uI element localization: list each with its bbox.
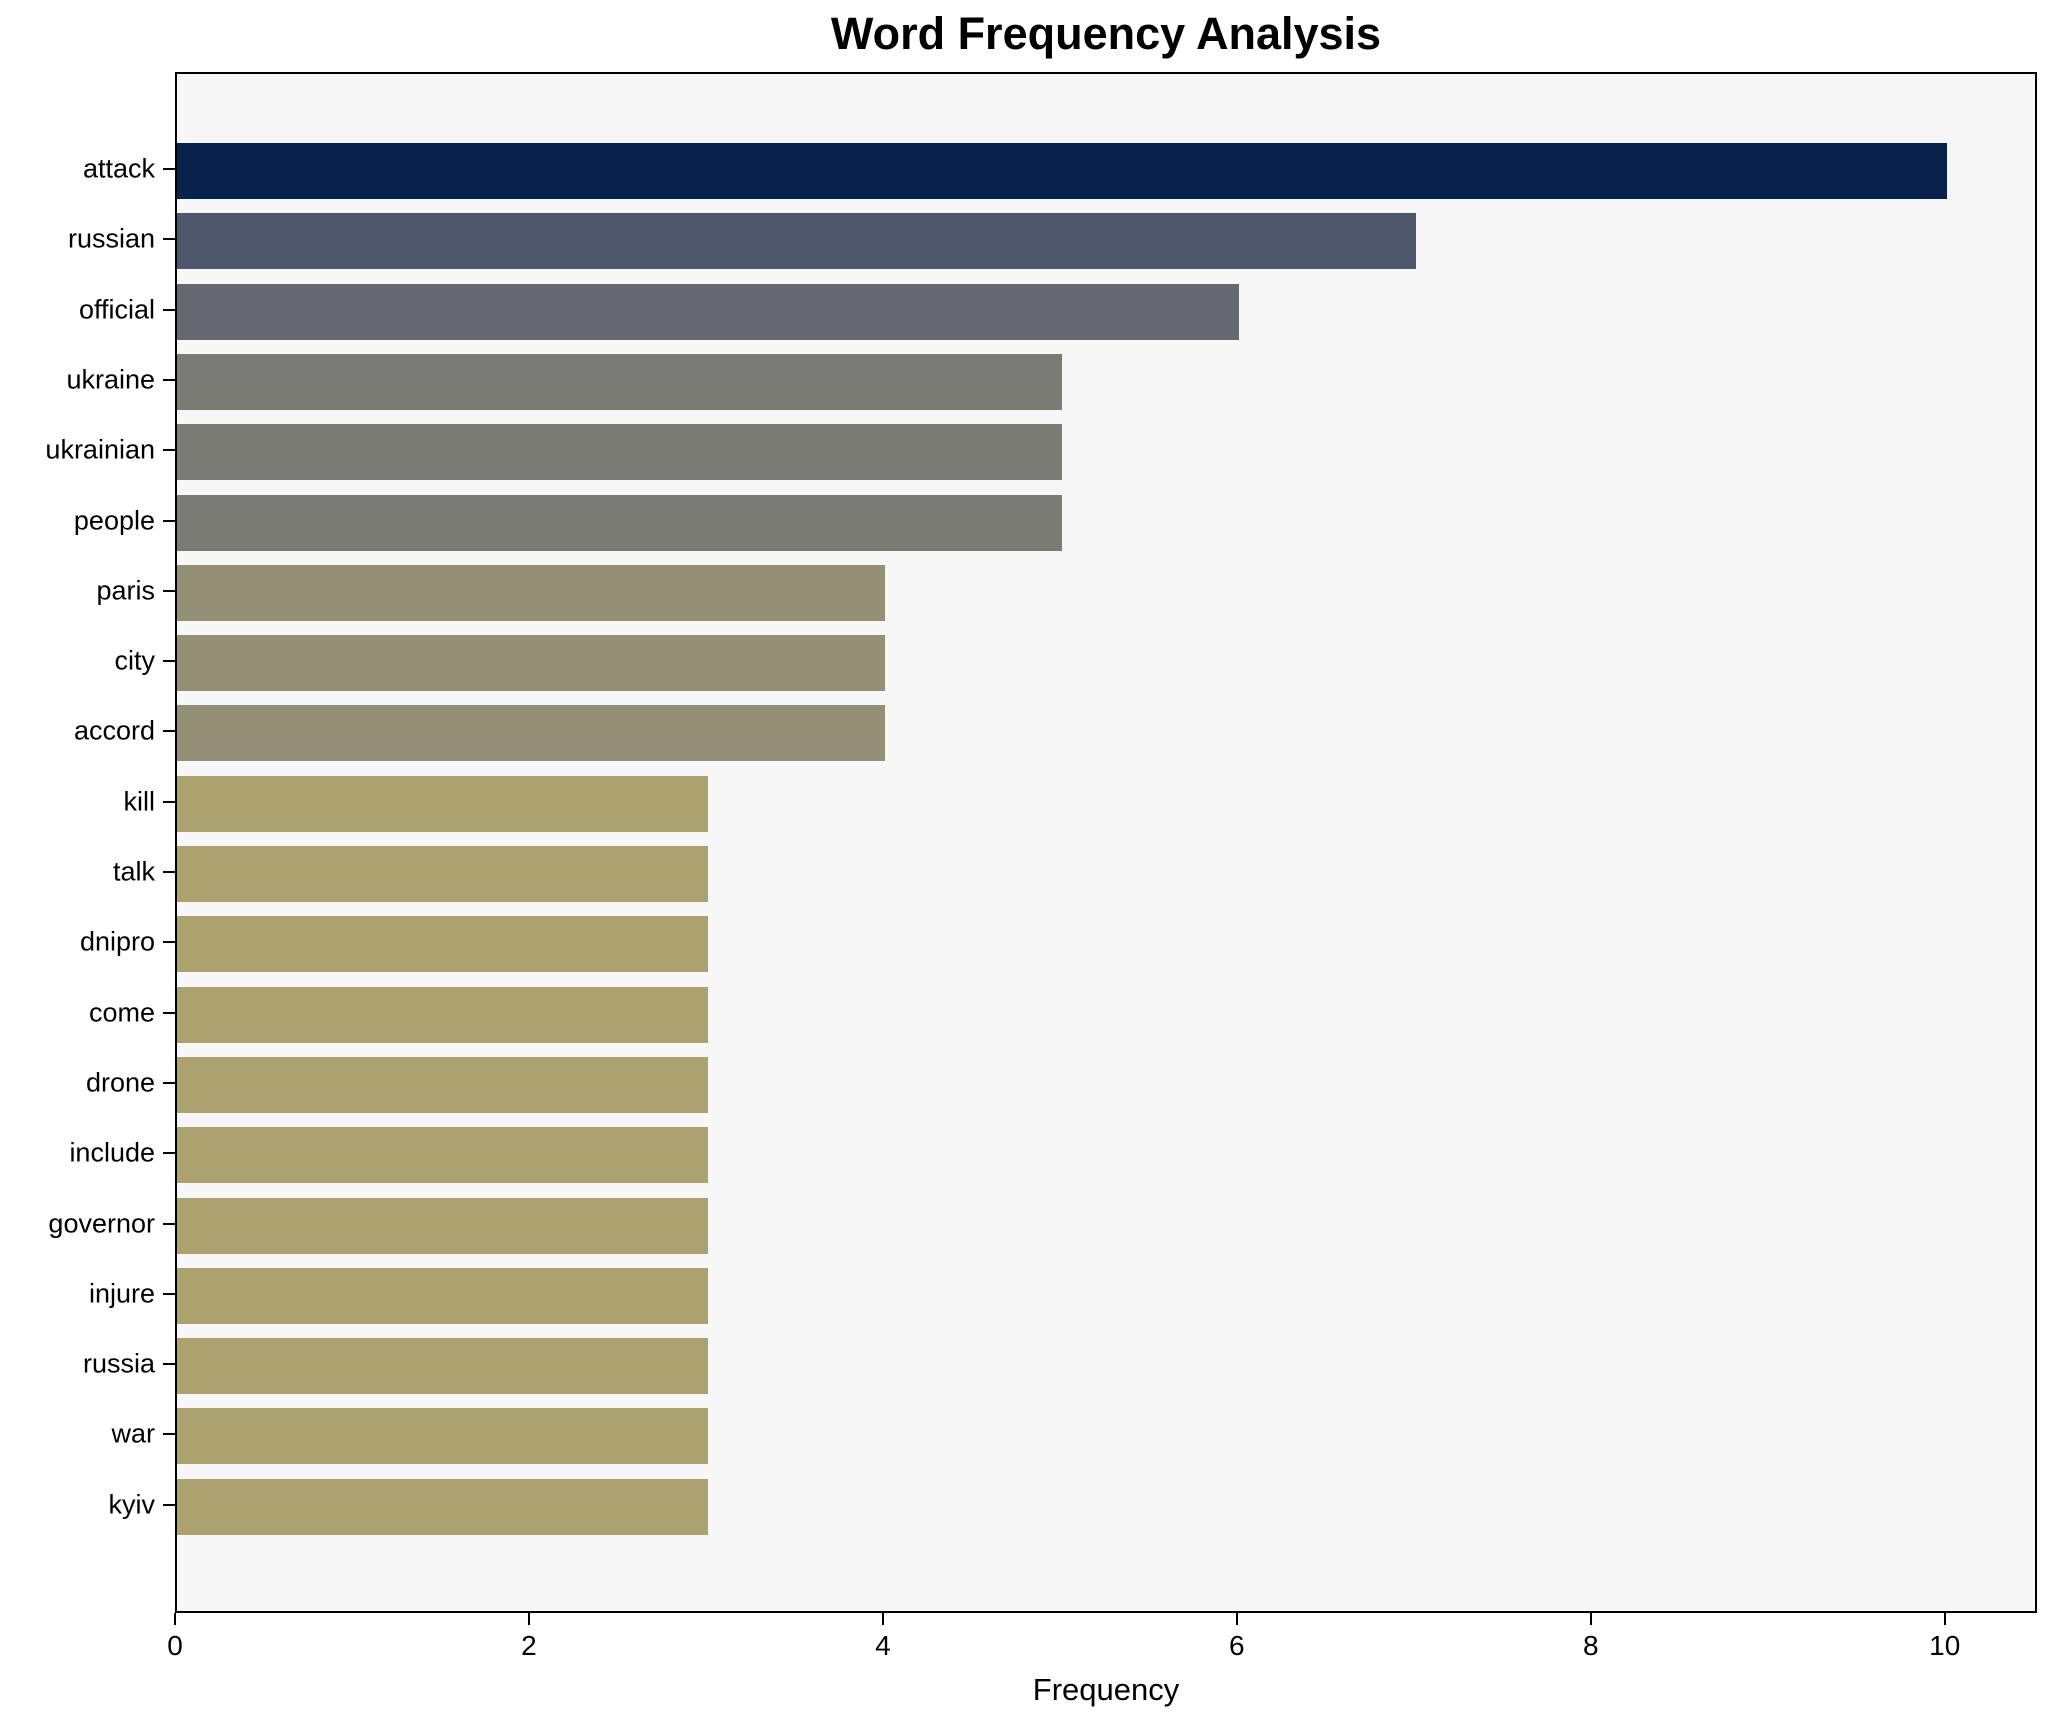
y-tick-label-kyiv: kyiv [108, 1489, 156, 1520]
x-tick-mark-4 [881, 1613, 884, 1625]
y-tick-mark-accord [163, 730, 175, 733]
bar-kyiv [177, 1478, 708, 1535]
bar-city [177, 635, 885, 692]
y-tick-mark-russia [163, 1363, 175, 1366]
y-tick-mark-include [163, 1152, 175, 1155]
y-tick-label-people: people [73, 505, 155, 535]
y-tick-mark-talk [163, 871, 175, 873]
y-tick-mark-ukrainian [163, 449, 175, 452]
y-tick-mark-russian [163, 238, 175, 241]
x-tick-label-0: 0 [167, 1630, 183, 1661]
y-tick-label-include: include [69, 1137, 155, 1168]
bar-come [177, 986, 708, 1043]
x-tick-mark-10 [1943, 1613, 1946, 1625]
y-tick-label-russia: russia [82, 1348, 155, 1379]
bar-dnipro [177, 916, 708, 973]
bar-kill [177, 775, 708, 832]
bar-russian [177, 213, 1416, 270]
x-tick-mark-8 [1589, 1613, 1592, 1625]
x-tick-label-2: 2 [521, 1630, 537, 1661]
plot-area [175, 72, 2037, 1613]
bar-talk [177, 846, 708, 902]
bar-official [177, 283, 1239, 340]
chart-title: Word Frequency Analysis [830, 8, 1382, 59]
y-tick-label-come: come [88, 997, 155, 1028]
y-tick-label-talk: talk [112, 856, 155, 887]
y-tick-label-paris: paris [96, 575, 155, 606]
bar-paris [177, 564, 885, 621]
bar-russia [177, 1338, 708, 1395]
y-tick-mark-people [163, 519, 175, 522]
bar-ukraine [177, 353, 1062, 410]
bar-injure [177, 1267, 708, 1324]
y-tick-mark-kill [163, 800, 175, 803]
bars-layer [177, 74, 2035, 1611]
x-tick-mark-6 [1235, 1613, 1238, 1625]
y-tick-label-russian: russian [67, 223, 155, 254]
y-tick-mark-ukraine [163, 378, 175, 381]
y-tick-label-governor: governor [48, 1208, 155, 1238]
x-tick-label-4: 4 [875, 1630, 891, 1661]
bar-ukrainian [177, 424, 1062, 481]
y-tick-mark-injure [163, 1292, 175, 1295]
bar-attack [177, 143, 1947, 199]
y-tick-label-city: city [114, 645, 156, 676]
y-tick-label-ukraine: ukraine [66, 364, 155, 395]
bar-governor [177, 1197, 708, 1254]
y-tick-label-injure: injure [88, 1278, 155, 1309]
y-tick-mark-paris [163, 589, 175, 592]
y-tick-mark-come [163, 1011, 175, 1014]
y-tick-label-accord: accord [73, 715, 155, 746]
x-tick-mark-0 [174, 1613, 176, 1625]
y-tick-mark-governor [163, 1222, 175, 1225]
y-tick-label-dnipro: dnipro [79, 926, 155, 957]
y-tick-mark-city [163, 660, 175, 663]
y-tick-label-attack: attack [82, 153, 155, 184]
bar-people [177, 494, 1062, 551]
y-tick-mark-official [163, 308, 175, 311]
bar-drone [177, 1056, 708, 1113]
y-tick-mark-kyiv [163, 1503, 175, 1506]
y-tick-mark-dnipro [163, 941, 175, 944]
y-tick-label-ukrainian: ukrainian [45, 434, 155, 465]
y-tick-mark-attack [163, 168, 175, 170]
x-tick-label-8: 8 [1582, 1630, 1599, 1661]
y-tick-label-kill: kill [123, 786, 156, 817]
y-tick-label-drone: drone [85, 1067, 155, 1098]
bar-war [177, 1408, 708, 1465]
y-tick-label-official: official [78, 294, 155, 325]
x-axis-label: Frequency [1032, 1672, 1180, 1707]
bar-include [177, 1127, 708, 1184]
y-tick-mark-war [163, 1433, 175, 1436]
bar-accord [177, 705, 885, 762]
x-tick-label-6: 6 [1229, 1630, 1245, 1661]
x-tick-mark-2 [527, 1613, 530, 1625]
y-tick-label-war: war [111, 1418, 155, 1449]
x-tick-label-10: 10 [1929, 1630, 1961, 1661]
y-tick-mark-drone [163, 1081, 175, 1084]
